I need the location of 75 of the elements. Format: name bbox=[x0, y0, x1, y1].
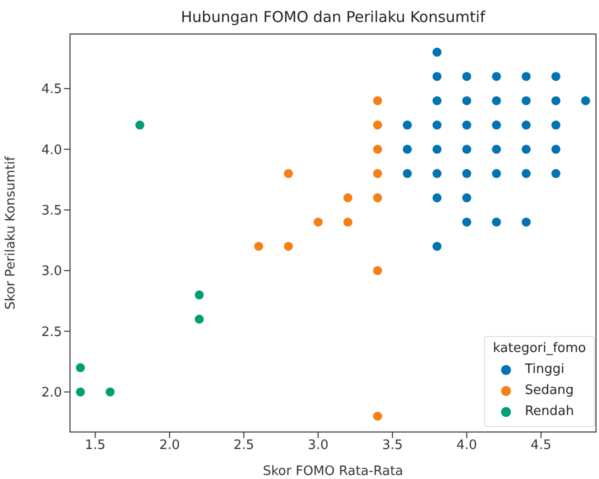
point bbox=[551, 72, 560, 81]
point bbox=[432, 193, 442, 202]
point bbox=[284, 169, 293, 178]
point bbox=[76, 387, 85, 396]
y-tick-label: 3.0 bbox=[41, 264, 62, 280]
point bbox=[492, 169, 501, 178]
legend-label: Rendah bbox=[524, 403, 574, 421]
point bbox=[432, 169, 442, 178]
point bbox=[522, 144, 531, 154]
point bbox=[402, 144, 412, 154]
point bbox=[373, 169, 382, 178]
x-tick-label: 3.0 bbox=[308, 438, 328, 454]
point bbox=[135, 120, 144, 130]
point bbox=[373, 144, 382, 154]
point bbox=[551, 144, 560, 154]
point bbox=[432, 48, 442, 57]
y-tick-label: 2.5 bbox=[41, 324, 62, 340]
point bbox=[432, 120, 442, 130]
point bbox=[462, 144, 472, 154]
point bbox=[522, 96, 531, 106]
point bbox=[432, 96, 442, 106]
point bbox=[522, 218, 531, 227]
point bbox=[373, 266, 382, 276]
point bbox=[522, 169, 531, 178]
x-tick-label: 2.0 bbox=[159, 438, 180, 454]
y-axis-title: Skor Perilaku Konsumtif bbox=[4, 156, 19, 310]
point bbox=[343, 193, 352, 202]
legend-title: kategori_fomo bbox=[492, 341, 586, 356]
x-tick-label: 3.5 bbox=[382, 438, 403, 454]
point bbox=[432, 72, 442, 81]
point bbox=[492, 218, 501, 227]
point bbox=[373, 96, 382, 106]
point bbox=[551, 120, 560, 130]
point bbox=[462, 120, 472, 130]
x-axis-title: Skor FOMO Rata-Rata bbox=[262, 464, 404, 479]
point bbox=[551, 169, 560, 178]
point bbox=[76, 363, 85, 372]
point bbox=[254, 242, 264, 251]
y-tick-label: 2.0 bbox=[41, 386, 62, 401]
point bbox=[194, 314, 204, 324]
chart-title: Hubungan FOMO dan Perilaku Konsumtif bbox=[180, 8, 486, 26]
point bbox=[432, 144, 442, 154]
point bbox=[373, 412, 382, 421]
point bbox=[462, 96, 472, 106]
y-tick-label: 4.0 bbox=[41, 142, 62, 158]
point bbox=[492, 72, 501, 81]
point bbox=[284, 242, 293, 251]
legend-label: Sedang bbox=[524, 382, 574, 400]
point bbox=[492, 120, 501, 130]
point bbox=[402, 120, 412, 130]
x-tick-label: 1.5 bbox=[84, 438, 106, 454]
point bbox=[522, 120, 531, 130]
point bbox=[492, 144, 501, 154]
point bbox=[373, 120, 382, 130]
point bbox=[462, 169, 472, 178]
point bbox=[402, 169, 412, 178]
point bbox=[314, 218, 323, 227]
legend-label: Tinggi bbox=[524, 361, 564, 379]
x-tick-label: 4.0 bbox=[456, 438, 478, 454]
point bbox=[373, 193, 382, 202]
point bbox=[581, 96, 590, 106]
y-tick-label: 4.5 bbox=[41, 82, 62, 98]
y-tick-label: 3.5 bbox=[41, 204, 62, 219]
point bbox=[106, 387, 115, 396]
point bbox=[194, 290, 204, 300]
point bbox=[551, 96, 560, 106]
point bbox=[462, 218, 472, 227]
point bbox=[432, 242, 442, 251]
x-tick-label: 4.5 bbox=[530, 438, 552, 454]
point bbox=[522, 72, 531, 81]
point bbox=[462, 72, 472, 81]
x-tick-label: 2.5 bbox=[234, 438, 254, 454]
point bbox=[492, 96, 501, 106]
point bbox=[462, 193, 472, 202]
point bbox=[343, 218, 352, 227]
